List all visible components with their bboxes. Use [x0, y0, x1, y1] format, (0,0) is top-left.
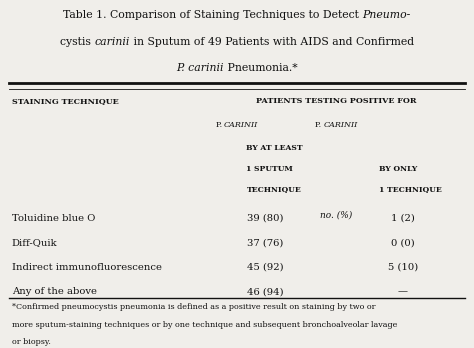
Text: 5 (10): 5 (10): [388, 263, 418, 272]
Text: Any of the above: Any of the above: [12, 287, 97, 296]
Text: cystis: cystis: [60, 37, 94, 47]
Text: Indirect immunofluorescence: Indirect immunofluorescence: [12, 263, 162, 272]
Text: P.: P.: [216, 121, 224, 129]
Text: carinii: carinii: [94, 37, 130, 47]
Text: STAINING TECHNIQUE: STAINING TECHNIQUE: [12, 97, 118, 105]
Text: CARINII: CARINII: [324, 121, 358, 129]
Text: *Confirmed pneumocystis pneumonia is defined as a positive result on staining by: *Confirmed pneumocystis pneumonia is def…: [12, 303, 375, 311]
Text: PATIENTS TESTING POSITIVE FOR: PATIENTS TESTING POSITIVE FOR: [256, 97, 417, 105]
Text: Pneumonia.*: Pneumonia.*: [224, 63, 298, 73]
Text: —: —: [398, 287, 408, 296]
Text: TECHNIQUE: TECHNIQUE: [246, 185, 301, 193]
Text: 39 (80): 39 (80): [247, 214, 284, 223]
Text: 1 TECHNIQUE: 1 TECHNIQUE: [379, 185, 442, 193]
Text: or biopsy.: or biopsy.: [12, 338, 51, 346]
Text: Diff-Quik: Diff-Quik: [12, 238, 57, 247]
Text: P. carinii: P. carinii: [176, 63, 224, 73]
Text: no. (%): no. (%): [320, 211, 353, 220]
Text: Table 1. Comparison of Staining Techniques to Detect: Table 1. Comparison of Staining Techniqu…: [63, 10, 363, 21]
Text: CARINII: CARINII: [224, 121, 258, 129]
Text: 46 (94): 46 (94): [247, 287, 284, 296]
Text: 37 (76): 37 (76): [247, 238, 283, 247]
Text: P.: P.: [315, 121, 324, 129]
Text: BY ONLY: BY ONLY: [379, 165, 418, 173]
Text: more sputum-staining techniques or by one technique and subsequent bronchoalveol: more sputum-staining techniques or by on…: [12, 321, 397, 329]
Text: BY AT LEAST: BY AT LEAST: [246, 144, 303, 152]
Text: in Sputum of 49 Patients with AIDS and Confirmed: in Sputum of 49 Patients with AIDS and C…: [130, 37, 414, 47]
Text: Pneumo-: Pneumo-: [363, 10, 411, 21]
Text: 45 (92): 45 (92): [247, 263, 284, 272]
Text: 1 SPUTUM: 1 SPUTUM: [246, 165, 293, 173]
Text: Toluidine blue O: Toluidine blue O: [12, 214, 95, 223]
Text: 0 (0): 0 (0): [391, 238, 415, 247]
Text: 1 (2): 1 (2): [391, 214, 415, 223]
